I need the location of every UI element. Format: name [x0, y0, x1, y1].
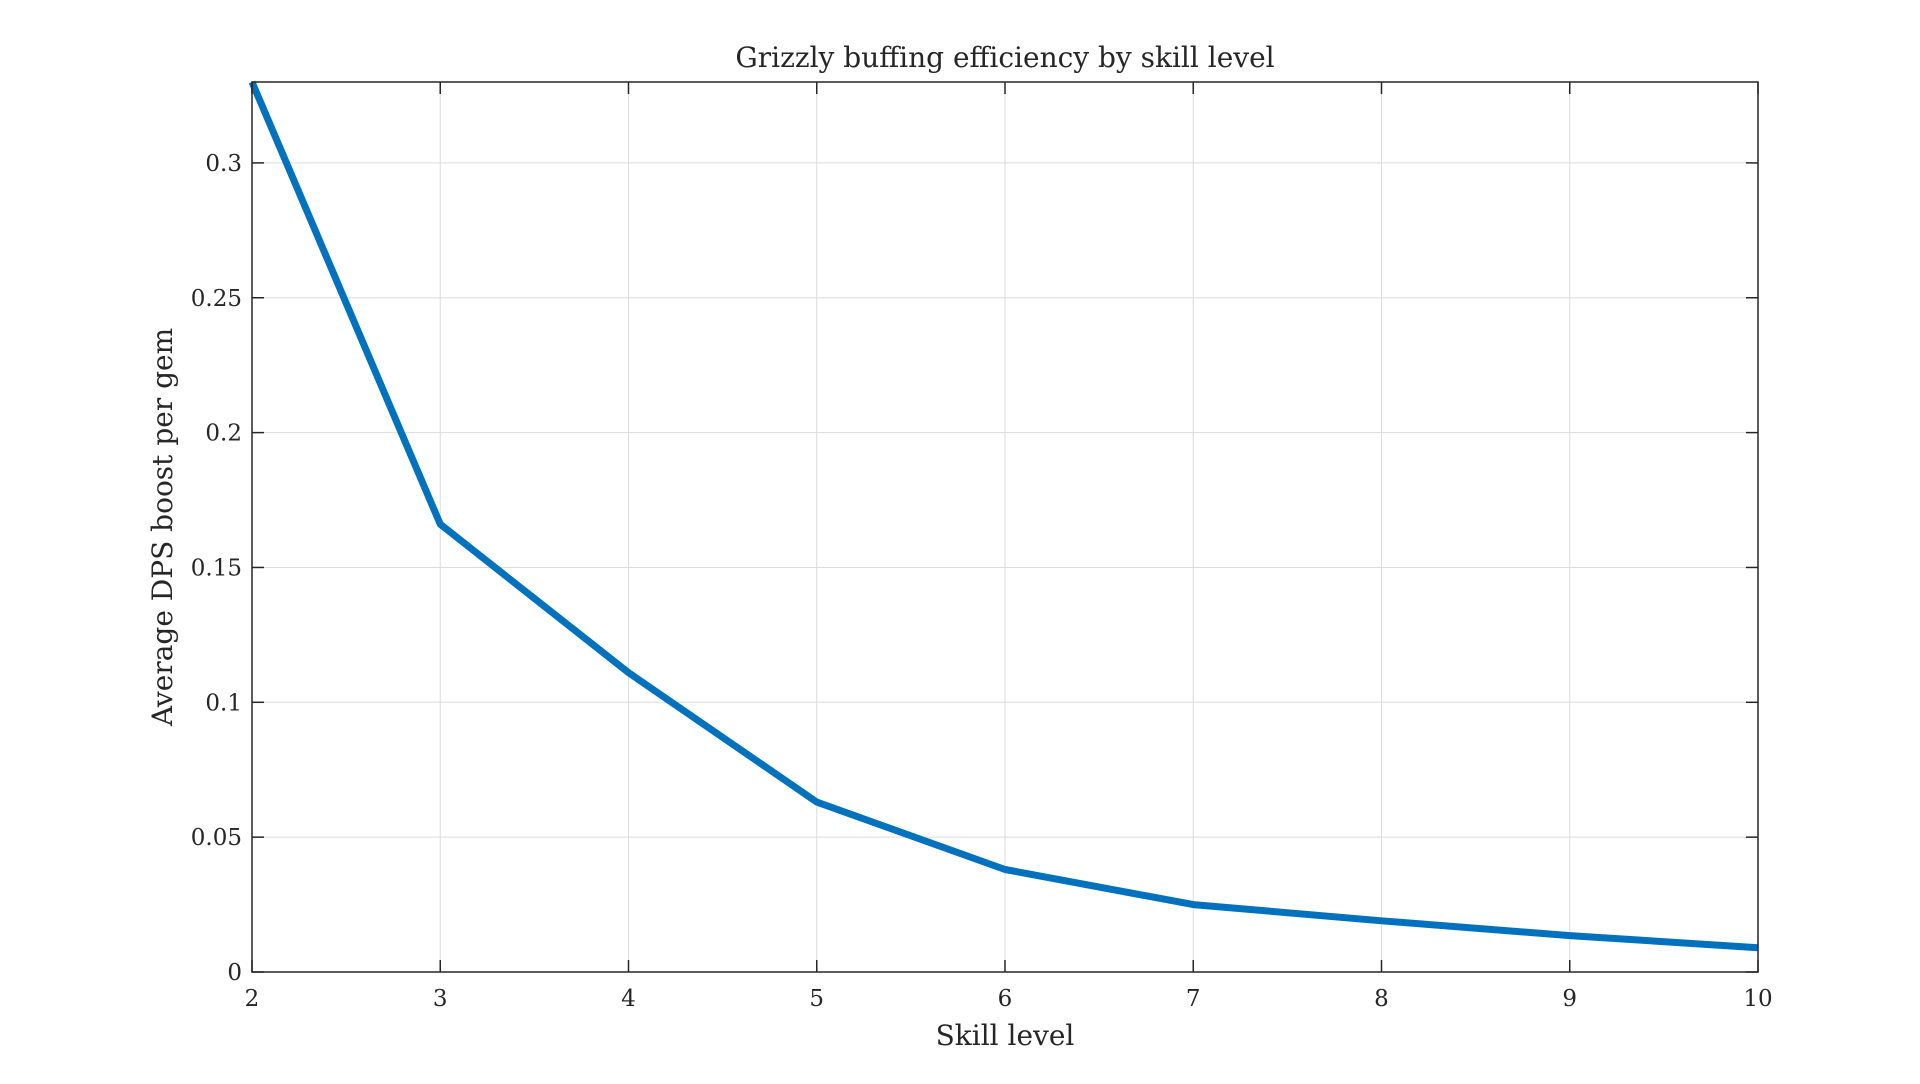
x-tick-label: 5: [809, 986, 824, 1012]
chart-title: Grizzly buffing efficiency by skill leve…: [735, 41, 1274, 74]
x-tick-label: 6: [998, 986, 1013, 1012]
y-tick-labels: 0 0.05 0.1 0.15 0.2 0.25 0.3: [191, 151, 242, 986]
grid-lines: [251, 82, 1759, 973]
x-tick-label: 7: [1186, 986, 1201, 1012]
y-tick-label: 0: [227, 960, 242, 986]
x-tick-label: 8: [1374, 986, 1389, 1012]
series-layer: [248, 80, 1759, 952]
tick-marks: [251, 82, 1759, 973]
x-tick-label: 10: [1743, 986, 1772, 1012]
y-tick-label: 0.2: [205, 421, 242, 447]
series-line: [248, 80, 1759, 952]
x-tick-label: 3: [433, 986, 448, 1012]
y-tick-label: 0.25: [191, 286, 242, 312]
x-tick-label: 4: [621, 986, 636, 1012]
y-tick-label: 0.05: [191, 825, 242, 851]
x-tick-label: 9: [1562, 986, 1577, 1012]
y-axis-label: Average DPS boost per gem: [146, 328, 179, 727]
y-tick-label: 0.15: [191, 555, 242, 581]
x-tick-labels: 2 3 4 5 6 7 8 9 10: [245, 986, 1773, 1012]
x-tick-label: 2: [245, 986, 260, 1012]
y-tick-label: 0.1: [205, 690, 242, 716]
x-axis-label: Skill level: [936, 1019, 1075, 1052]
y-tick-label: 0.3: [205, 151, 242, 177]
